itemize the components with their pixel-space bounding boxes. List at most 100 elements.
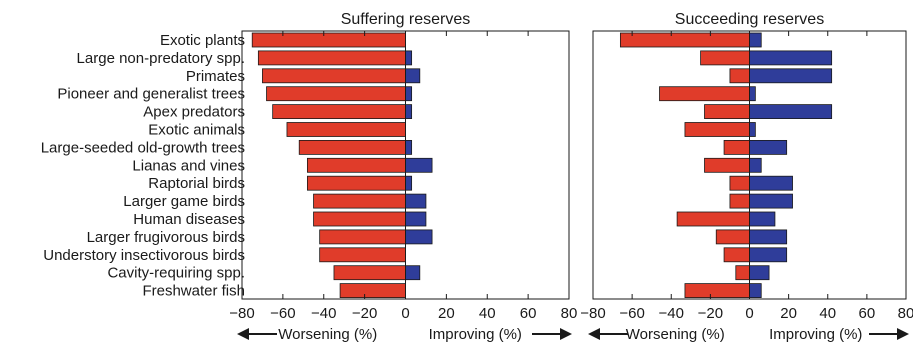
category-label: Larger game birds: [123, 193, 245, 210]
worsening-label: Worsening (%): [626, 326, 725, 343]
worsening-bar: [339, 283, 406, 299]
category-label: Human diseases: [133, 211, 245, 228]
worsening-bar: [729, 175, 750, 191]
category-label: Exotic animals: [148, 122, 245, 139]
improving-bar: [405, 229, 433, 245]
worsening-bar: [729, 68, 750, 84]
worsening-bar: [262, 68, 406, 84]
improving-bar: [749, 265, 770, 281]
worsening-bar: [659, 86, 750, 102]
improving-bar: [405, 104, 413, 119]
category-label: Larger frugivorous birds: [87, 229, 245, 246]
worsening-bar: [684, 122, 750, 137]
x-tick-label: 60: [520, 305, 537, 322]
worsening-bar: [319, 247, 406, 263]
improving-bar: [749, 68, 833, 84]
x-tick-label: 40: [479, 305, 496, 322]
worsening-bar: [684, 283, 750, 299]
improving-bar: [405, 157, 433, 173]
improving-bar: [749, 175, 793, 191]
improving-bar: [749, 229, 788, 245]
x-tick-label: −40: [311, 305, 336, 322]
category-label: Lianas and vines: [132, 157, 245, 174]
improving-bar: [749, 247, 788, 263]
x-tick-label: −20: [352, 305, 377, 322]
worsening-bar: [729, 193, 750, 209]
improving-bar: [749, 32, 762, 48]
improving-bar: [749, 157, 762, 173]
worsening-bar: [306, 175, 406, 191]
worsening-bar: [266, 86, 406, 102]
category-label: Cavity-requiring spp.: [107, 265, 245, 282]
worsening-bar: [723, 139, 750, 155]
improving-bar: [749, 104, 833, 119]
improving-bar: [749, 86, 756, 102]
improving-bar: [405, 50, 413, 66]
worsening-bar: [306, 157, 406, 173]
worsening-bar: [313, 193, 406, 209]
left-arrowhead-icon: [237, 328, 249, 340]
panel-title: Suffering reserves: [341, 11, 471, 28]
worsening-bar: [313, 211, 406, 227]
category-label: Freshwater fish: [142, 283, 245, 300]
panel-title: Succeeding reserves: [675, 11, 824, 28]
improving-bar: [749, 283, 762, 299]
x-tick-label: −80: [229, 305, 254, 322]
left-arrowhead-icon: [588, 328, 600, 340]
worsening-bar: [319, 229, 406, 245]
worsening-bar: [272, 104, 406, 119]
x-tick-label: 60: [859, 305, 876, 322]
worsening-bar: [251, 32, 406, 48]
improving-bar: [405, 265, 421, 281]
worsening-bar: [298, 139, 406, 155]
right-arrowhead-icon: [560, 328, 572, 340]
improving-bar: [405, 86, 413, 102]
x-tick-label: −60: [619, 305, 644, 322]
worsening-bar: [704, 157, 750, 173]
right-arrowhead-icon: [897, 328, 909, 340]
x-tick-label: −40: [659, 305, 684, 322]
worsening-bar: [257, 50, 406, 66]
worsening-bar: [700, 50, 750, 66]
worsening-bar: [715, 229, 750, 245]
improving-bar: [405, 68, 421, 84]
worsening-bar: [286, 122, 406, 137]
x-tick-label: −60: [270, 305, 295, 322]
improving-bar: [405, 193, 427, 209]
category-label: Exotic plants: [160, 32, 245, 49]
improving-label: Improving (%): [769, 326, 862, 343]
improving-bar: [405, 211, 427, 227]
x-tick-label: 20: [438, 305, 455, 322]
worsening-bar: [723, 247, 750, 263]
worsening-bar: [704, 104, 750, 119]
category-label: Understory insectivorous birds: [43, 247, 245, 264]
worsening-bar: [619, 32, 750, 48]
x-tick-label: 40: [819, 305, 836, 322]
category-label: Large non-predatory spp.: [77, 50, 245, 67]
improving-bar: [749, 122, 756, 137]
category-label: Large-seeded old-growth trees: [41, 139, 245, 156]
worsening-bar: [735, 265, 750, 281]
x-tick-label: 0: [401, 305, 409, 322]
x-tick-label: 20: [780, 305, 797, 322]
improving-bar: [749, 139, 788, 155]
improving-bar: [405, 139, 413, 155]
category-label: Apex predators: [143, 104, 245, 121]
x-tick-label: 0: [745, 305, 753, 322]
x-tick-label: −80: [580, 305, 605, 322]
category-label: Raptorial birds: [148, 175, 245, 192]
improving-bar: [749, 193, 793, 209]
worsening-bar: [333, 265, 406, 281]
improving-bar: [749, 50, 833, 66]
improving-bar: [749, 211, 776, 227]
x-tick-label: 80: [561, 305, 578, 322]
x-tick-label: −20: [698, 305, 723, 322]
improving-bar: [405, 175, 413, 191]
improving-label: Improving (%): [429, 326, 522, 343]
worsening-bar: [676, 211, 750, 227]
category-label: Primates: [186, 68, 245, 85]
worsening-label: Worsening (%): [278, 326, 377, 343]
category-label: Pioneer and generalist trees: [57, 86, 245, 103]
x-tick-label: 80: [898, 305, 913, 322]
